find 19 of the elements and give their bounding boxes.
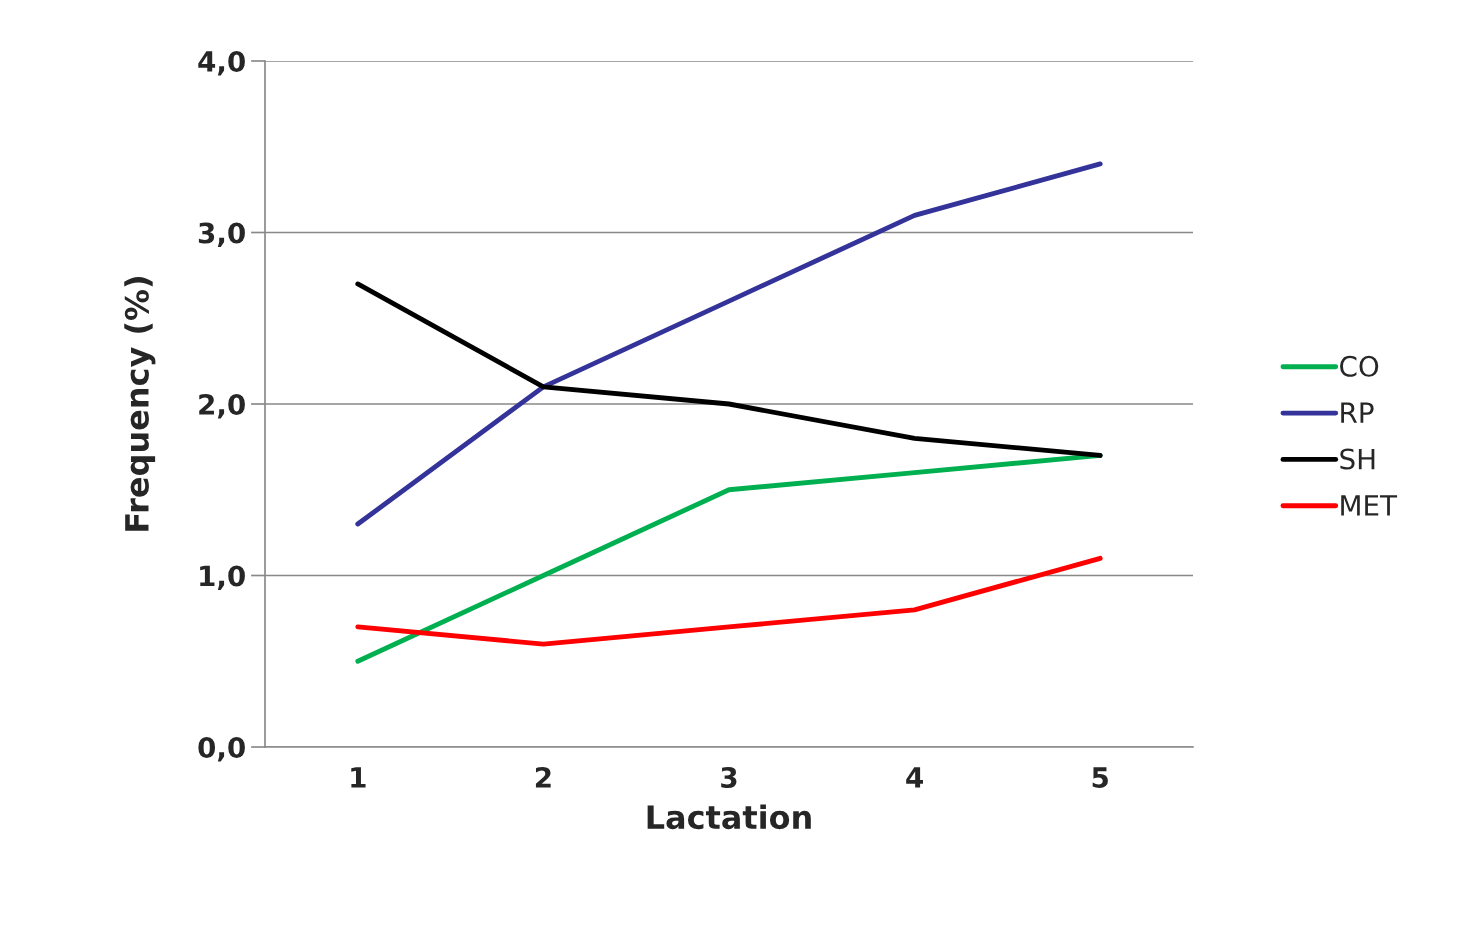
legend-label: RP [1341,402,1374,423]
y-tick-label: 4,0 [198,50,245,76]
legend-label: MET [1341,495,1398,516]
line-series [355,161,1103,527]
x-tick-label: 1 [351,767,366,788]
x-tick-label: 4 [906,767,923,788]
legend-label: SH [1340,448,1375,470]
line-series [355,281,1103,458]
x-tick-label: 2 [535,766,551,788]
y-tick-label: 2,0 [199,393,245,419]
x-axis-title: Lactation [647,804,811,830]
y-axis-title: Frequency (%) [124,277,156,531]
x-tick-label: 5 [1092,767,1108,788]
y-tick-label: 1,0 [200,565,245,590]
y-tick-label: 0,0 [198,736,245,762]
legend-label: CO [1340,355,1379,377]
y-tick-label: 3,0 [198,222,245,247]
line-series [355,555,1103,647]
x-tick-label: 3 [721,766,737,788]
